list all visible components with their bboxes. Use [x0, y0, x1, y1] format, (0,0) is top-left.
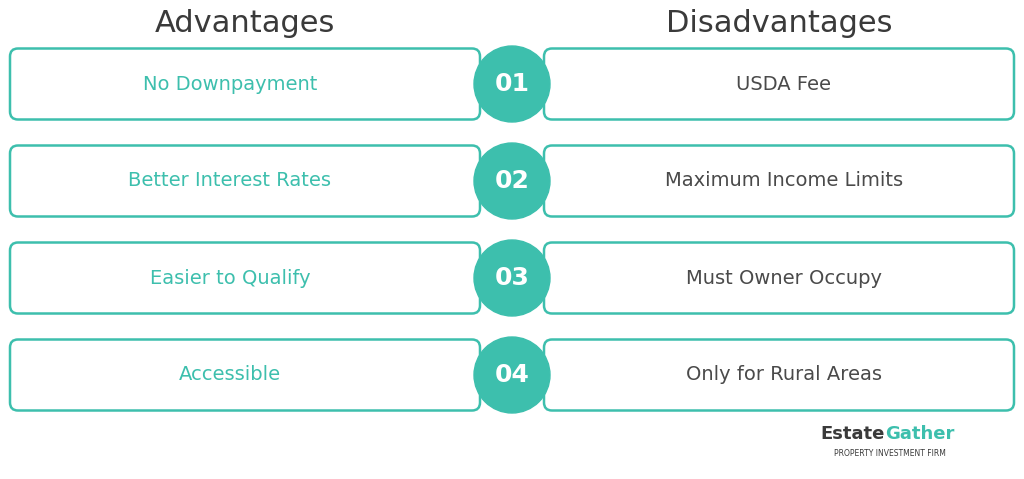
FancyBboxPatch shape — [10, 48, 480, 119]
Circle shape — [474, 46, 550, 122]
Text: 02: 02 — [495, 169, 529, 193]
FancyBboxPatch shape — [10, 146, 480, 217]
Text: Gather: Gather — [885, 425, 954, 443]
FancyBboxPatch shape — [10, 242, 480, 313]
Text: USDA Fee: USDA Fee — [736, 75, 831, 93]
Text: Estate: Estate — [820, 425, 885, 443]
Text: Only for Rural Areas: Only for Rural Areas — [686, 365, 882, 385]
Text: Easier to Qualify: Easier to Qualify — [150, 269, 310, 287]
FancyBboxPatch shape — [544, 340, 1014, 411]
FancyBboxPatch shape — [544, 146, 1014, 217]
Circle shape — [474, 143, 550, 219]
Text: Accessible: Accessible — [179, 365, 281, 385]
Text: Must Owner Occupy: Must Owner Occupy — [686, 269, 882, 287]
Text: Better Interest Rates: Better Interest Rates — [128, 171, 332, 191]
FancyBboxPatch shape — [544, 48, 1014, 119]
Circle shape — [474, 240, 550, 316]
Text: Maximum Income Limits: Maximum Income Limits — [665, 171, 903, 191]
Text: Disadvantages: Disadvantages — [666, 10, 892, 38]
FancyBboxPatch shape — [10, 340, 480, 411]
Text: Advantages: Advantages — [155, 10, 335, 38]
Text: PROPERTY INVESTMENT FIRM: PROPERTY INVESTMENT FIRM — [835, 449, 946, 458]
Text: 03: 03 — [495, 266, 529, 290]
FancyBboxPatch shape — [544, 242, 1014, 313]
Text: 04: 04 — [495, 363, 529, 387]
Text: No Downpayment: No Downpayment — [142, 75, 317, 93]
Text: 01: 01 — [495, 72, 529, 96]
Circle shape — [474, 337, 550, 413]
